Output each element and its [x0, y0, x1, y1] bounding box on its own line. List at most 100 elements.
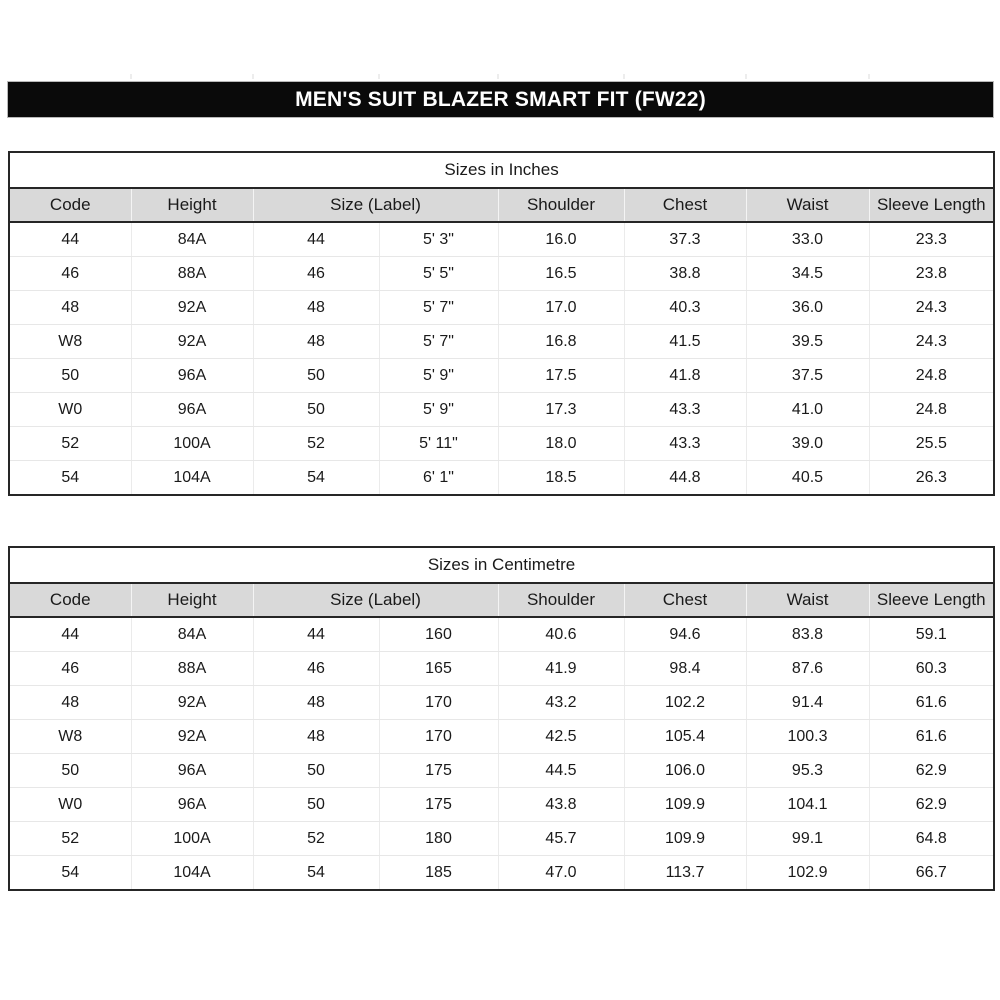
- table-cell: 25.5: [869, 426, 995, 461]
- table-cell: 50: [253, 787, 380, 822]
- table-cell: W0: [9, 392, 132, 427]
- sizes-in-inches-table: Sizes in Inches Code Height Size (Label)…: [8, 151, 996, 496]
- table-cell: 41.9: [498, 651, 625, 686]
- gridline-ticks: [8, 74, 993, 79]
- table-cell: 95.3: [746, 753, 870, 788]
- table-cell: 24.8: [869, 358, 995, 393]
- table-cell: 100A: [131, 426, 254, 461]
- table-cell: 48: [253, 290, 380, 325]
- column-header-size-label: Size (Label): [253, 188, 499, 223]
- column-header-shoulder: Shoulder: [498, 188, 625, 223]
- table-cell: 104A: [131, 460, 254, 495]
- table-row: 50 96A 50 5' 9" 17.5 41.8 37.5 24.8: [9, 358, 995, 393]
- table-row: 46 88A 46 165 41.9 98.4 87.6 60.3: [9, 651, 995, 686]
- table-cell: W8: [9, 324, 132, 359]
- table-cell: 43.8: [498, 787, 625, 822]
- table-cell: 87.6: [746, 651, 870, 686]
- table-cell: 180: [379, 821, 499, 856]
- table-cell: 54: [9, 460, 132, 495]
- table-cell: 102.2: [624, 685, 747, 720]
- table-cell: 43.3: [624, 426, 747, 461]
- table-cell: 109.9: [624, 821, 747, 856]
- table-cell: 52: [9, 821, 132, 856]
- table-cell: 61.6: [869, 719, 995, 754]
- table-cell: 38.8: [624, 256, 747, 291]
- table-cell: 17.5: [498, 358, 625, 393]
- table-cell: 39.5: [746, 324, 870, 359]
- table-cell: 5' 11": [379, 426, 499, 461]
- column-header-height: Height: [131, 188, 254, 223]
- table-cell: 59.1: [869, 617, 995, 652]
- table-cell: 42.5: [498, 719, 625, 754]
- table-cell: 52: [9, 426, 132, 461]
- table-cell: 54: [9, 855, 132, 890]
- table-title-row: Sizes in Inches: [9, 152, 995, 189]
- table-title: Sizes in Inches: [9, 152, 995, 189]
- table-cell: 26.3: [915, 468, 947, 486]
- table-cell: 43.2: [498, 685, 625, 720]
- table-cell: 23.3: [869, 222, 995, 257]
- table-row: W8 92A 48 5' 7" 16.8 41.5 39.5 24.3: [9, 324, 995, 359]
- table-cell: W0: [9, 787, 132, 822]
- table-cell: 5' 9": [379, 392, 499, 427]
- table-cell: 98.4: [624, 651, 747, 686]
- table-row: 54 104A 54 185 47.0 113.7 102.9 66.7: [9, 855, 994, 890]
- table-cell: 48: [253, 324, 380, 359]
- table-cell: 84A: [131, 617, 254, 652]
- table-cell: 100A: [131, 821, 254, 856]
- table-cell: 18.5: [498, 460, 625, 495]
- table-cell: 96A: [131, 358, 254, 393]
- table-cell: 24.3: [869, 324, 995, 359]
- table-cell: 50: [253, 358, 380, 393]
- table-cell: 60.3: [869, 651, 995, 686]
- table-cell: 113.7: [624, 855, 747, 890]
- table-cell: 5' 5": [379, 256, 499, 291]
- table-cell: 46: [9, 256, 132, 291]
- table-cell: 40.6: [498, 617, 625, 652]
- table-cell: 44: [9, 617, 132, 652]
- column-header-waist: Waist: [746, 188, 870, 223]
- table-cell: 92A: [131, 719, 254, 754]
- table-cell: 46: [253, 651, 380, 686]
- table-cell: 48: [253, 719, 380, 754]
- column-header-height: Height: [131, 583, 254, 618]
- table-row: 44 84A 44 160 40.6 94.6 83.8 59.1: [9, 617, 995, 652]
- table-cell: 52: [253, 821, 380, 856]
- table-row: W0 96A 50 175 43.8 109.9 104.1 62.9: [9, 787, 995, 822]
- table-cell: 50: [9, 753, 132, 788]
- table-cell: 23.8: [869, 256, 995, 291]
- table-cell: 175: [379, 753, 499, 788]
- table-cell: 39.0: [746, 426, 870, 461]
- table-row: 46 88A 46 5' 5" 16.5 38.8 34.5 23.8: [9, 256, 995, 291]
- table-title-row: Sizes in Centimetre: [9, 547, 995, 584]
- table-cell: 104.1: [746, 787, 870, 822]
- table-header-row: Code Height Size (Label) Shoulder Chest …: [9, 188, 995, 223]
- table-cell: 24.8: [869, 392, 995, 427]
- table-cell: 109.9: [624, 787, 747, 822]
- table-cell: 160: [379, 617, 499, 652]
- table-cell: 40.3: [624, 290, 747, 325]
- table-cell: 41.8: [624, 358, 747, 393]
- table-cell: 44.5: [498, 753, 625, 788]
- table-cell: 96A: [131, 392, 254, 427]
- table-cell: 91.4: [746, 685, 870, 720]
- table-cell: 50: [253, 392, 380, 427]
- table-row: 54 104A 54 6' 1" 18.5 44.8 40.5 26.3: [9, 460, 994, 495]
- table-cell: 62.9: [869, 753, 995, 788]
- table-row: W0 96A 50 5' 9" 17.3 43.3 41.0 24.8: [9, 392, 995, 427]
- table-cell: 17.3: [498, 392, 625, 427]
- table-cell: 24.3: [869, 290, 995, 325]
- table-cell: 44: [253, 222, 380, 257]
- table-cell: 5' 9": [379, 358, 499, 393]
- table-cell: 48: [9, 685, 132, 720]
- product-title: MEN'S SUIT BLAZER SMART FIT (FW22): [295, 87, 706, 111]
- table-row: 52 100A 52 180 45.7 109.9 99.1 64.8: [9, 821, 995, 856]
- table-row: 44 84A 44 5' 3" 16.0 37.3 33.0 23.3: [9, 222, 995, 257]
- column-header-sleeve-length: Sleeve Length: [869, 583, 995, 618]
- table-cell: 165: [379, 651, 499, 686]
- table-cell: 37.3: [624, 222, 747, 257]
- table-cell: 16.8: [498, 324, 625, 359]
- table-cell: 175: [379, 787, 499, 822]
- table-cell: 61.6: [869, 685, 995, 720]
